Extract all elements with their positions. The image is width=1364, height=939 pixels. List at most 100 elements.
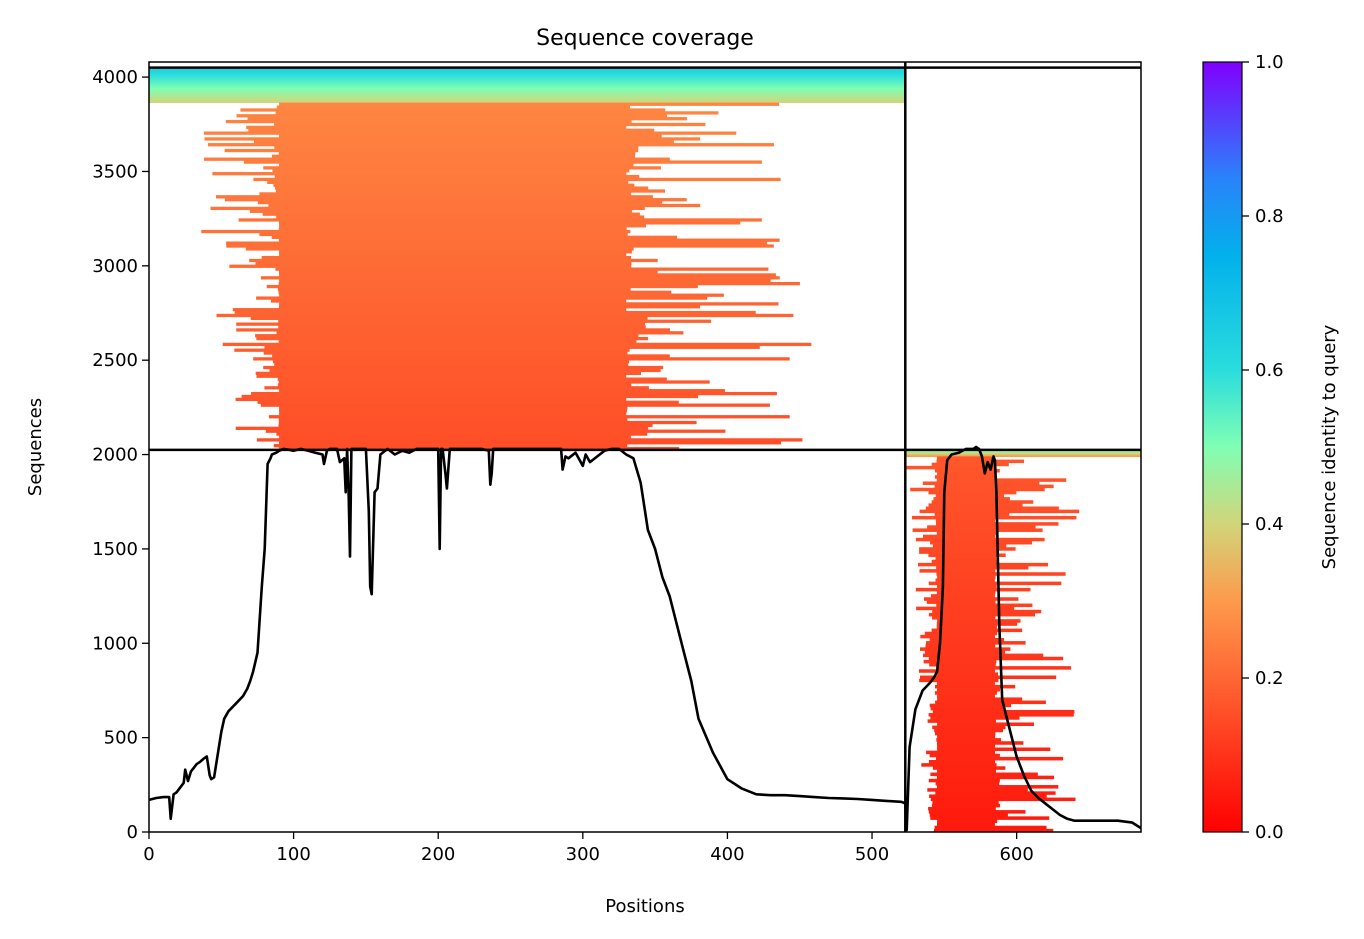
coverage-strip — [253, 177, 781, 182]
coverage-strip — [279, 221, 741, 225]
coverage-strip — [937, 688, 1000, 692]
y-tick-label: 2000 — [92, 445, 138, 466]
coverage-strip — [937, 822, 995, 827]
coverage-strip — [924, 597, 1019, 601]
coverage-strip — [934, 512, 1010, 517]
coverage-strip — [928, 503, 1023, 507]
coverage-strip — [928, 778, 1000, 783]
coverage-strip — [251, 391, 777, 396]
coverage-strip — [919, 509, 1080, 514]
coverage-strip — [254, 140, 674, 144]
coverage-strip — [278, 418, 628, 422]
coverage-strip — [263, 365, 664, 370]
coverage-strip — [921, 763, 997, 767]
coverage-strip — [936, 603, 1033, 608]
coverage-strip — [243, 160, 762, 164]
coverage-strip — [278, 325, 646, 329]
coverage-strip — [930, 797, 1076, 802]
coverage-strip — [935, 791, 1056, 795]
coverage-strip — [937, 472, 995, 476]
y-tick-label: 3500 — [92, 161, 138, 182]
coverage-strip — [926, 750, 995, 755]
y-tick-label: 2500 — [92, 350, 138, 371]
x-tick-label: 100 — [276, 844, 310, 865]
coverage-strip — [926, 641, 1026, 645]
coverage-strip — [923, 534, 996, 539]
coverage-strip — [255, 261, 632, 266]
coverage-strip — [276, 105, 630, 109]
y-axis-ticks: 0 500 1000 1500 2000 2500 3000 3500 4000 — [92, 67, 149, 843]
coverage-strip — [932, 725, 1006, 730]
coverage-strip — [257, 200, 663, 205]
coverage-strip — [935, 684, 1016, 689]
coverage-strip — [937, 619, 1021, 623]
coverage-strip — [264, 345, 760, 349]
coverage-line — [149, 445, 1141, 832]
coverage-strip — [931, 559, 998, 564]
chart-title: Sequence coverage — [536, 26, 754, 51]
coverage-strip — [238, 218, 762, 222]
coverage-strip — [235, 397, 627, 402]
coverage-strip — [929, 794, 1047, 798]
coverage-strip — [935, 578, 995, 583]
coverage-strip — [276, 432, 648, 436]
coverage-strip — [929, 753, 1000, 758]
coverage-strip — [916, 606, 1015, 611]
colorbar-tick-label: 0.0 — [1255, 822, 1284, 843]
coverage-strip — [279, 389, 725, 393]
coverage-line-group — [149, 445, 1141, 832]
coverage-strip — [925, 644, 996, 648]
coverage-strip — [274, 145, 639, 150]
coverage-strip — [934, 484, 1054, 489]
coverage-strip — [277, 287, 631, 292]
coverage-strip — [256, 296, 708, 300]
coverage-strip — [216, 313, 794, 318]
coverage-strip — [937, 744, 995, 748]
x-axis-ticks: 0 100 200 300 400 500 600 — [143, 832, 1034, 865]
coverage-strip — [918, 669, 995, 673]
coverage-strip — [225, 198, 687, 202]
coverage-strip — [927, 719, 996, 723]
coverage-strip — [270, 299, 627, 303]
chain1-high-identity — [149, 67, 906, 103]
coverage-strip — [934, 475, 996, 479]
coverage-strip — [937, 672, 998, 676]
coverage-strip — [278, 290, 672, 294]
coverage-strip — [937, 734, 996, 739]
coverage-strip — [210, 206, 645, 211]
coverage-strip — [936, 785, 1059, 789]
coverage-strip — [912, 528, 1043, 532]
coverage-strip — [226, 244, 774, 248]
coverage-strip — [259, 192, 632, 196]
coverage-strip — [267, 180, 629, 184]
coverage-strip — [934, 728, 1003, 733]
coverage-strip — [930, 706, 1004, 711]
coverage-strip — [276, 331, 684, 335]
coverage-strip — [249, 209, 633, 213]
coverage-strip — [278, 238, 780, 242]
coverage-strip — [932, 709, 1075, 714]
coverage-strip — [934, 691, 998, 695]
coverage-strip — [920, 647, 1011, 651]
coverage-strip — [929, 703, 1012, 708]
colorbar-label: Sequence identity to query — [1319, 324, 1340, 569]
coverage-strip — [273, 183, 635, 187]
coverage-strip — [932, 800, 999, 805]
chain2-alignments — [906, 456, 1080, 832]
coverage-strip — [203, 157, 670, 161]
coverage-strip — [920, 675, 1057, 680]
coverage-strip — [928, 553, 1006, 557]
chain1-alignments — [201, 102, 812, 451]
coverage-strip — [255, 334, 639, 338]
coverage-strip — [236, 322, 645, 326]
coverage-strip — [277, 377, 667, 381]
colorbar-tick-label: 0.6 — [1255, 360, 1284, 381]
coverage-strip — [936, 756, 1064, 761]
coverage-strip — [257, 400, 679, 404]
coverage-strip — [923, 653, 1044, 658]
coverage-strip — [935, 493, 1005, 498]
coverage-strip — [279, 293, 724, 297]
coverage-strip — [919, 678, 999, 683]
coverage-strip — [234, 310, 756, 315]
